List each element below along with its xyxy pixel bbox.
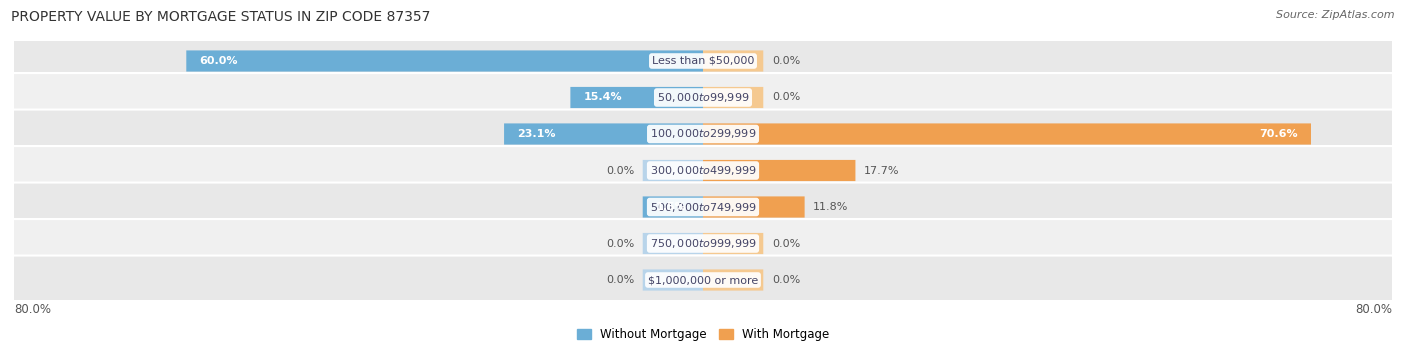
FancyBboxPatch shape	[571, 87, 703, 108]
Text: 0.0%: 0.0%	[606, 238, 634, 249]
FancyBboxPatch shape	[703, 233, 763, 254]
FancyBboxPatch shape	[186, 50, 703, 72]
FancyBboxPatch shape	[11, 109, 1395, 159]
FancyBboxPatch shape	[11, 36, 1395, 86]
FancyBboxPatch shape	[703, 87, 763, 108]
Text: $100,000 to $299,999: $100,000 to $299,999	[650, 128, 756, 140]
Text: $500,000 to $749,999: $500,000 to $749,999	[650, 201, 756, 213]
Text: $1,000,000 or more: $1,000,000 or more	[648, 275, 758, 285]
Text: 60.0%: 60.0%	[200, 56, 238, 66]
FancyBboxPatch shape	[11, 182, 1395, 232]
Legend: Without Mortgage, With Mortgage: Without Mortgage, With Mortgage	[576, 328, 830, 341]
Text: 23.1%: 23.1%	[517, 129, 555, 139]
FancyBboxPatch shape	[505, 123, 703, 145]
FancyBboxPatch shape	[703, 269, 763, 291]
Text: Source: ZipAtlas.com: Source: ZipAtlas.com	[1277, 10, 1395, 20]
Text: 80.0%: 80.0%	[14, 302, 51, 316]
Text: 0.0%: 0.0%	[772, 56, 800, 66]
Text: 0.0%: 0.0%	[772, 92, 800, 103]
FancyBboxPatch shape	[643, 269, 703, 291]
Text: 1.5%: 1.5%	[655, 202, 686, 212]
Text: $750,000 to $999,999: $750,000 to $999,999	[650, 237, 756, 250]
FancyBboxPatch shape	[11, 146, 1395, 195]
Text: $50,000 to $99,999: $50,000 to $99,999	[657, 91, 749, 104]
Text: PROPERTY VALUE BY MORTGAGE STATUS IN ZIP CODE 87357: PROPERTY VALUE BY MORTGAGE STATUS IN ZIP…	[11, 10, 430, 24]
Text: 0.0%: 0.0%	[606, 275, 634, 285]
Text: 80.0%: 80.0%	[1355, 302, 1392, 316]
Text: 0.0%: 0.0%	[772, 238, 800, 249]
FancyBboxPatch shape	[643, 196, 703, 218]
Text: $300,000 to $499,999: $300,000 to $499,999	[650, 164, 756, 177]
FancyBboxPatch shape	[703, 196, 804, 218]
FancyBboxPatch shape	[703, 50, 763, 72]
FancyBboxPatch shape	[11, 219, 1395, 268]
FancyBboxPatch shape	[11, 73, 1395, 122]
Text: 70.6%: 70.6%	[1260, 129, 1298, 139]
Text: 15.4%: 15.4%	[583, 92, 621, 103]
Text: 11.8%: 11.8%	[813, 202, 849, 212]
FancyBboxPatch shape	[11, 255, 1395, 305]
Text: Less than $50,000: Less than $50,000	[652, 56, 754, 66]
Text: 0.0%: 0.0%	[772, 275, 800, 285]
FancyBboxPatch shape	[703, 123, 1310, 145]
FancyBboxPatch shape	[643, 160, 703, 181]
FancyBboxPatch shape	[703, 160, 855, 181]
FancyBboxPatch shape	[643, 233, 703, 254]
Text: 0.0%: 0.0%	[606, 165, 634, 176]
Text: 17.7%: 17.7%	[865, 165, 900, 176]
